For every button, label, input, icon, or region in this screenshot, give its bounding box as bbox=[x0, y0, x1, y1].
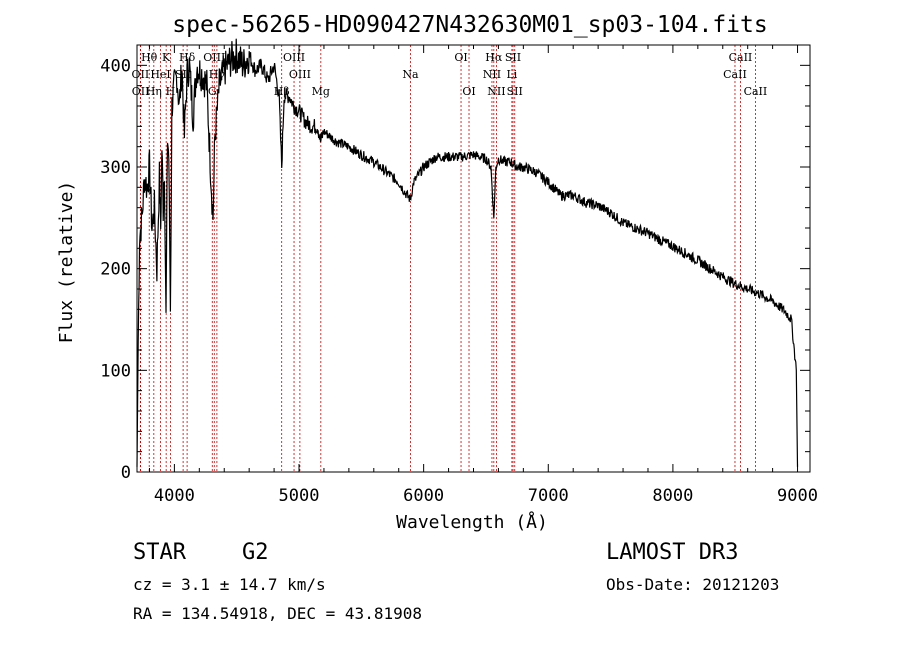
line-label: HeI bbox=[150, 68, 170, 81]
plot-frame bbox=[136, 44, 811, 473]
line-label: OII bbox=[132, 85, 150, 98]
x-tick-label: 7000 bbox=[528, 486, 569, 506]
y-axis-ticks: 0 100 200 300 400 bbox=[100, 44, 810, 483]
coordinates-text: RA = 134.54918, DEC = 43.81908 bbox=[133, 604, 422, 623]
line-label: OI bbox=[454, 51, 467, 64]
object-class: STAR bbox=[133, 540, 186, 565]
line-label: Li bbox=[506, 68, 517, 81]
y-tick-label: 100 bbox=[100, 361, 131, 381]
line-label: OIII bbox=[289, 68, 311, 81]
survey-name: LAMOST DR3 bbox=[606, 540, 739, 565]
line-label: SII bbox=[505, 51, 521, 64]
line-label: Hδ bbox=[179, 51, 196, 64]
x-axis-ticks: 4000 5000 6000 7000 8000 9000 bbox=[148, 45, 818, 506]
line-label: Hθ bbox=[141, 51, 158, 64]
obs-date-text: Obs-Date: 20121203 bbox=[606, 575, 780, 594]
line-label: CaII bbox=[729, 51, 753, 64]
line-label: OI bbox=[462, 85, 475, 98]
line-label: NII bbox=[487, 85, 505, 98]
y-tick-label: 300 bbox=[100, 158, 131, 178]
line-label: SII bbox=[507, 85, 523, 98]
x-tick-label: 5000 bbox=[279, 486, 320, 506]
line-label: H bbox=[166, 85, 176, 98]
redshift-text: cz = 3.1 ± 14.7 km/s bbox=[133, 575, 326, 594]
spectrum-line bbox=[136, 38, 799, 467]
y-tick-label: 200 bbox=[100, 260, 131, 280]
x-axis-label: Wavelength (Å) bbox=[396, 511, 548, 533]
chart-title: spec-56265-HD090427N432630M01_sp03-104.f… bbox=[172, 12, 767, 38]
line-label: Mg bbox=[312, 85, 330, 98]
line-label: Hη bbox=[146, 85, 162, 98]
x-tick-label: 6000 bbox=[403, 486, 444, 506]
line-label: K bbox=[162, 51, 171, 64]
y-tick-label: 0 bbox=[121, 463, 131, 483]
line-label: G bbox=[208, 85, 217, 98]
line-label: OII bbox=[132, 68, 150, 81]
y-axis-label: Flux (relative) bbox=[56, 181, 77, 344]
line-label: CaII bbox=[744, 85, 768, 98]
line-label: Hα bbox=[485, 51, 503, 64]
line-label: Na bbox=[402, 68, 419, 81]
x-tick-label: 8000 bbox=[652, 486, 693, 506]
subclass: G2 bbox=[242, 540, 269, 565]
x-tick-label: 4000 bbox=[154, 486, 195, 506]
line-label: CaII bbox=[723, 68, 747, 81]
y-tick-label: 400 bbox=[100, 56, 131, 76]
line-label: NII bbox=[483, 68, 501, 81]
emission-line-markers bbox=[139, 45, 756, 472]
x-tick-label: 9000 bbox=[777, 486, 818, 506]
line-label: OIII bbox=[283, 51, 305, 64]
line-label: OIII bbox=[203, 51, 225, 64]
